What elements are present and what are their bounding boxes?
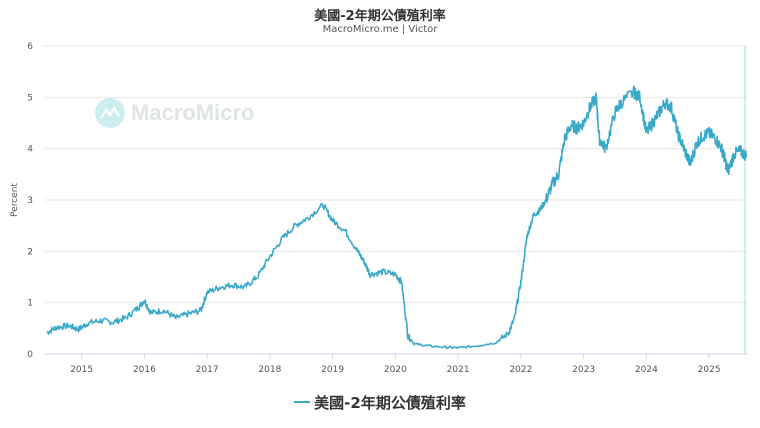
x-tick-label: 2016 xyxy=(133,365,156,375)
x-tick-label: 2017 xyxy=(196,365,219,375)
watermark: MacroMicro xyxy=(95,98,254,128)
legend-label: 美國-2年期公債殖利率 xyxy=(314,394,466,412)
chart-title: 美國-2年期公債殖利率 xyxy=(314,9,446,24)
x-tick-label: 2020 xyxy=(384,365,407,375)
legend-line-icon xyxy=(294,400,311,403)
x-tick-label: 2023 xyxy=(572,365,595,375)
legend-item[interactable]: 美國-2年期公債殖利率 xyxy=(0,392,760,413)
chart-subtitle: MacroMicro.me | Victor xyxy=(322,24,438,35)
series-line xyxy=(46,85,748,350)
x-tick-label: 2021 xyxy=(447,365,470,375)
x-tick-label: 2019 xyxy=(321,365,344,375)
macromicro-logo-icon xyxy=(95,98,125,128)
y-axis-ticks: 0 1 2 3 4 5 6 xyxy=(27,42,33,360)
x-axis-ticks: 2015 2016 2017 2018 2019 2020 2021 2022 2023 2024… xyxy=(70,354,721,375)
y-tick-label: 6 xyxy=(27,42,33,52)
y-axis-label: Percent xyxy=(10,183,20,217)
y-tick-label: 1 xyxy=(27,299,33,309)
y-tick-label: 0 xyxy=(27,350,33,360)
x-tick-label: 2025 xyxy=(698,365,721,375)
x-tick-label: 2022 xyxy=(509,365,532,375)
y-tick-label: 5 xyxy=(27,93,33,103)
y-tick-label: 4 xyxy=(27,145,33,155)
y-tick-label: 3 xyxy=(27,196,33,206)
y-tick-label: 2 xyxy=(27,247,33,257)
x-tick-label: 2024 xyxy=(635,365,658,375)
grid-lines xyxy=(44,45,748,304)
x-tick-label: 2015 xyxy=(70,365,93,375)
x-tick-label: 2018 xyxy=(258,365,281,375)
watermark-text: MacroMicro xyxy=(131,100,255,125)
